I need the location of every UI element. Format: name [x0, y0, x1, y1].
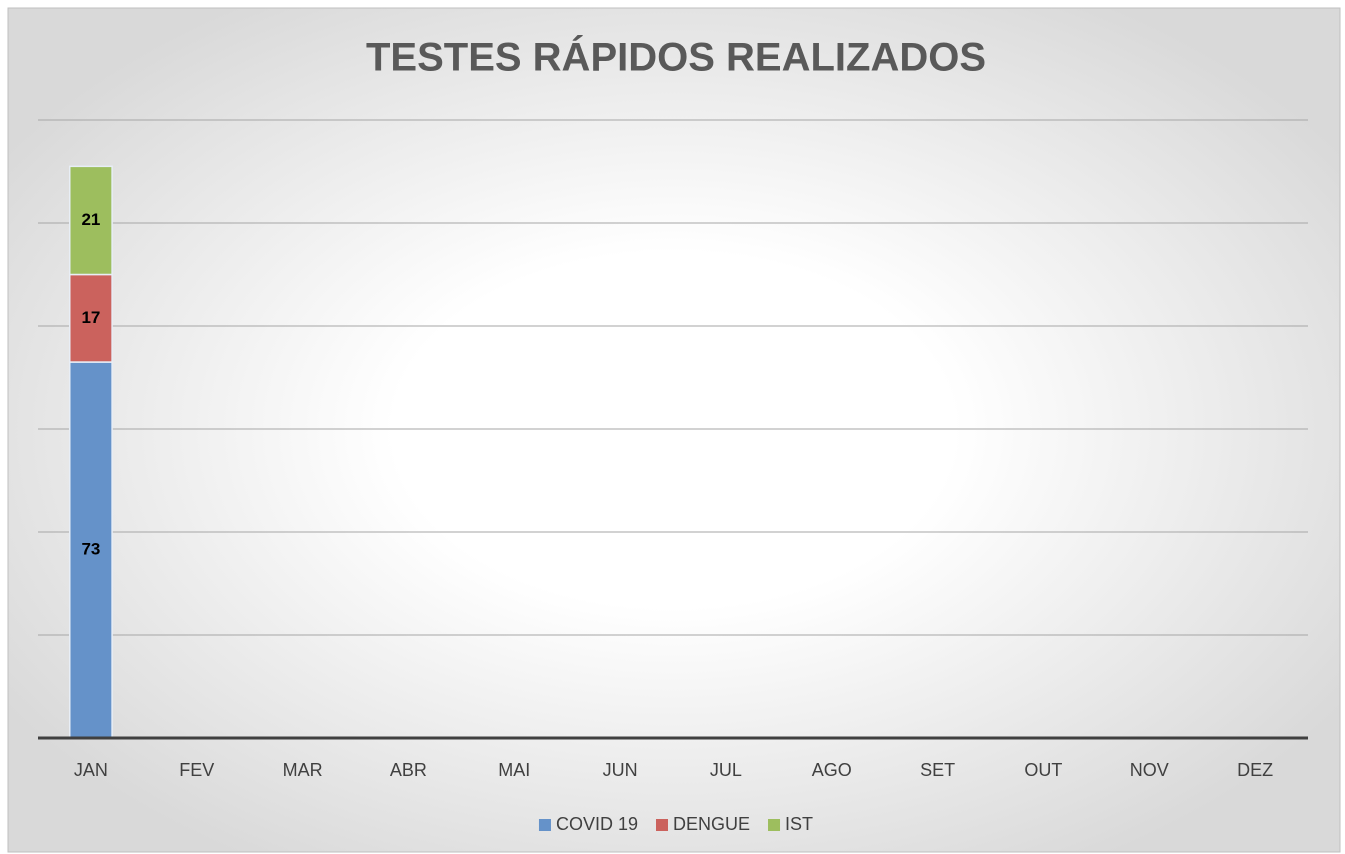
data-label: 17	[81, 308, 100, 327]
data-label: 73	[81, 540, 100, 559]
x-tick-label: JAN	[74, 760, 108, 780]
x-tick-label: DEZ	[1237, 760, 1273, 780]
x-tick-label: FEV	[179, 760, 214, 780]
legend-swatch	[538, 819, 551, 831]
legend-label: IST	[785, 814, 813, 834]
legend-label: DENGUE	[673, 814, 750, 834]
chart-title: TESTES RÁPIDOS REALIZADOS	[366, 35, 986, 80]
x-tick-label: NOV	[1130, 760, 1169, 780]
bar-segment	[69, 273, 113, 363]
x-tick-label: JUN	[603, 760, 638, 780]
x-tick-label: AGO	[812, 760, 852, 780]
legend-swatch	[656, 819, 668, 831]
x-tick-label: MAI	[498, 760, 530, 780]
data-label: 21	[81, 210, 100, 229]
x-tick-label: MAR	[283, 760, 323, 780]
x-tick-label: SET	[920, 760, 955, 780]
x-tick-label: JUL	[710, 760, 742, 780]
chart-background	[7, 7, 1341, 853]
bar-segment	[69, 165, 113, 276]
legend-label: COVID 19	[556, 814, 638, 834]
legend-swatch	[768, 819, 781, 831]
x-tick-label: OUT	[1024, 760, 1062, 780]
x-tick-label: ABR	[390, 760, 427, 780]
